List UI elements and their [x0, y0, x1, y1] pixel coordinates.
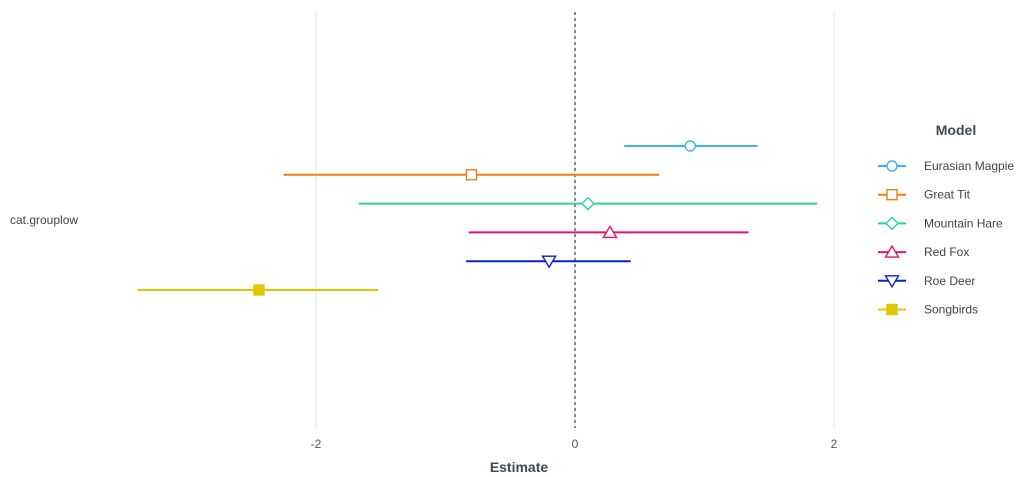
y-axis-term-label: cat.grouplow: [10, 213, 78, 227]
estimate-point: [465, 169, 478, 181]
legend-label: Eurasian Magpie: [924, 159, 1014, 173]
series-interval: [358, 196, 818, 211]
legend-label: Red Fox: [924, 245, 969, 259]
legend-key-marker: [886, 303, 898, 316]
x-axis-ticks: -2 0 2: [311, 437, 838, 451]
series-interval: [468, 225, 749, 239]
legend-label: Songbirds: [924, 303, 978, 317]
legend-item: Red Fox: [878, 244, 969, 259]
estimate-point: [602, 225, 618, 239]
series-interval: [283, 169, 660, 181]
legend-item: Eurasian Magpie: [878, 159, 1014, 173]
estimate-point: [541, 255, 557, 269]
legend-key-marker: [885, 216, 899, 231]
legend-item: Great Tit: [878, 188, 971, 202]
x-tick-label: -2: [311, 437, 322, 451]
legend-item: Mountain Hare: [878, 216, 1003, 230]
x-tick-label: 2: [831, 437, 838, 451]
legend-item: Roe Deer: [878, 274, 975, 289]
series-interval: [137, 284, 379, 296]
legend-key-marker: [886, 160, 898, 172]
series-interval: [624, 140, 758, 152]
estimate-point: [684, 140, 696, 152]
series-interval: [466, 255, 631, 269]
legend-label: Roe Deer: [924, 274, 975, 288]
estimate-intervals: [137, 140, 818, 296]
legend: Model Eurasian Magpie Great Tit Mountain H…: [878, 122, 1014, 317]
estimate-point: [253, 284, 265, 296]
legend-key-marker: [884, 275, 900, 289]
estimate-point: [580, 196, 595, 211]
x-axis-title: Estimate: [490, 459, 549, 475]
grid-lines: [315, 12, 835, 428]
legend-title: Model: [936, 122, 976, 138]
legend-item: Songbirds: [878, 303, 978, 317]
legend-label: Great Tit: [924, 188, 971, 202]
legend-key-marker: [886, 188, 898, 201]
legend-label: Mountain Hare: [924, 216, 1003, 230]
legend-key-marker: [884, 244, 900, 258]
x-tick-label: 0: [572, 437, 579, 451]
